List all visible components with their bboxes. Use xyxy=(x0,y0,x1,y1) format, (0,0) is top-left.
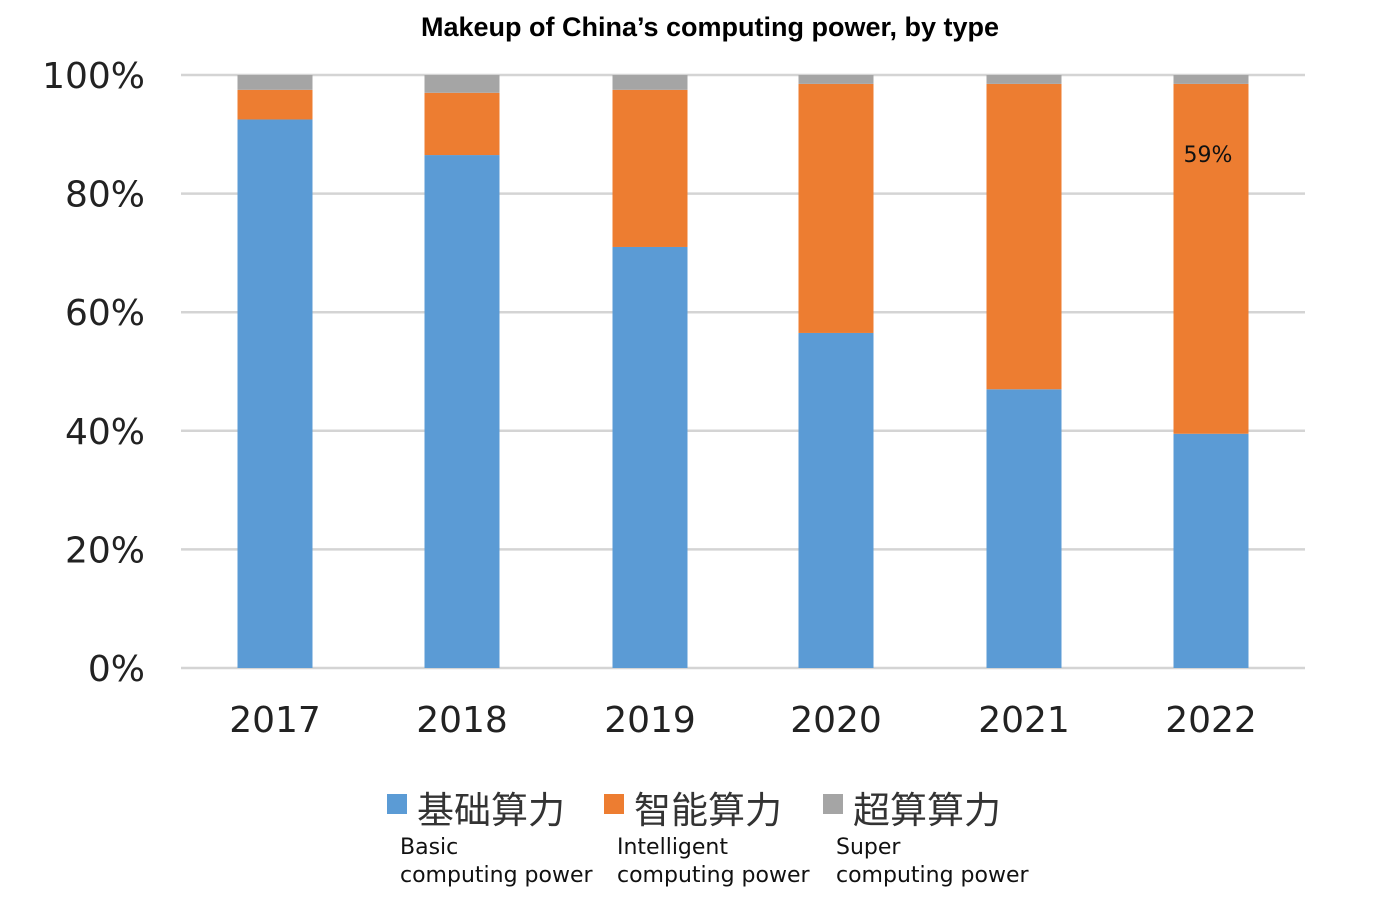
bar-segment-super xyxy=(798,75,874,84)
bar-segment-intelligent xyxy=(1173,83,1249,434)
legend-caption-basic-line2: computing power xyxy=(400,863,593,888)
bar-segment-basic xyxy=(237,119,313,669)
bar-segment-super xyxy=(1173,75,1249,84)
x-tick-label: 2020 xyxy=(790,700,882,741)
y-tick-label: 0% xyxy=(88,649,145,690)
legend-label-intelligent: 智能算力 xyxy=(634,789,782,832)
bar-segment-basic xyxy=(986,389,1062,668)
bar-segment-super xyxy=(986,75,1062,84)
bar-segment-intelligent xyxy=(237,89,313,120)
bar-segment-basic xyxy=(798,332,874,668)
y-tick-label: 40% xyxy=(65,412,145,453)
bar-segment-intelligent xyxy=(612,89,688,247)
bar-segment-intelligent xyxy=(986,83,1062,390)
legend-caption-intelligent: Intelligent computing power xyxy=(617,834,810,890)
legend-label-super: 超算算力 xyxy=(853,789,1001,832)
x-tick-label: 2021 xyxy=(978,700,1070,741)
bar-segment-intelligent xyxy=(798,83,874,333)
legend-label-basic: 基础算力 xyxy=(417,789,565,832)
bar-segment-basic xyxy=(1173,433,1249,668)
legend-caption-super-line1: Super xyxy=(836,835,901,860)
y-tick-label: 100% xyxy=(42,56,145,97)
bar-segment-super xyxy=(424,75,500,93)
y-tick-label: 60% xyxy=(65,293,145,334)
y-tick-label: 80% xyxy=(65,175,145,216)
legend-caption-super-line2: computing power xyxy=(836,863,1029,888)
y-tick-label: 20% xyxy=(65,530,145,571)
bar-segment-basic xyxy=(612,246,688,668)
legend-caption-basic: Basic computing power xyxy=(400,834,593,890)
legend-swatch-basic xyxy=(387,794,407,814)
x-tick-label: 2019 xyxy=(604,700,696,741)
x-tick-label: 2022 xyxy=(1165,700,1257,741)
legend-swatch-intelligent xyxy=(604,794,624,814)
legend-swatch-super xyxy=(823,794,843,814)
chart-title: Makeup of China’s computing power, by ty… xyxy=(420,12,1000,42)
legend-caption-intelligent-line2: computing power xyxy=(617,863,810,888)
x-tick-label: 2017 xyxy=(229,700,321,741)
bar-segment-basic xyxy=(424,155,500,668)
bar-segment-intelligent xyxy=(424,92,500,156)
bar-segment-super xyxy=(237,75,313,90)
legend-caption-super: Super computing power xyxy=(836,834,1029,890)
data-label: 59% xyxy=(1184,143,1233,168)
legend-caption-intelligent-line1: Intelligent xyxy=(617,835,728,860)
bar-segment-super xyxy=(612,75,688,90)
x-tick-label: 2018 xyxy=(416,700,508,741)
legend-caption-basic-line1: Basic xyxy=(400,835,459,860)
legend: 基础算力 Basic computing power 智能算力 Intellig… xyxy=(0,782,1380,902)
